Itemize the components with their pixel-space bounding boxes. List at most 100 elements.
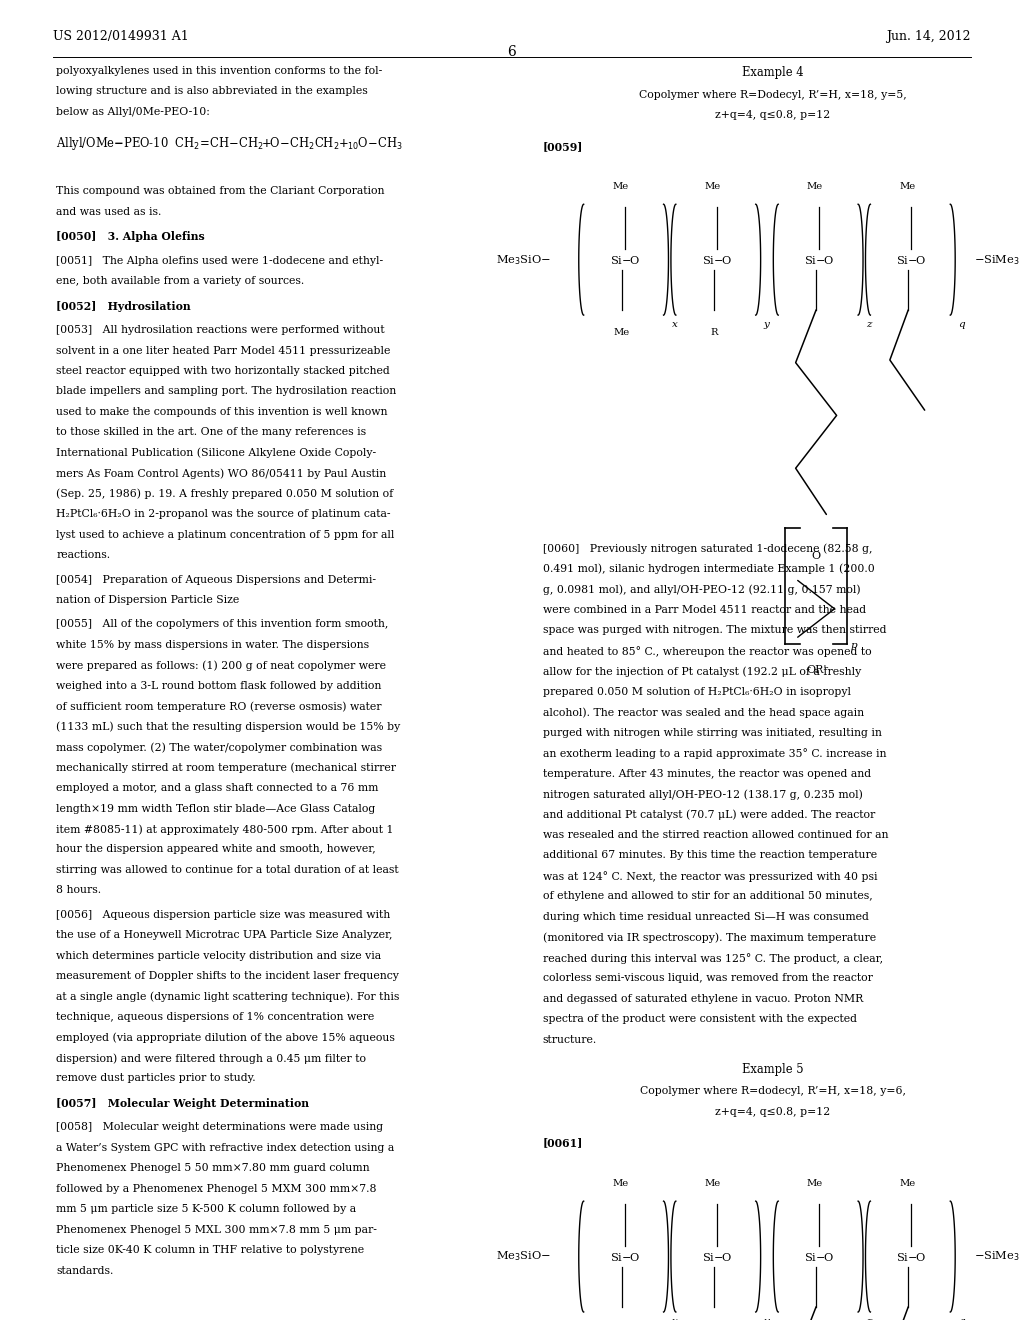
Text: polyoxyalkylenes used in this invention conforms to the fol-: polyoxyalkylenes used in this invention …: [56, 66, 383, 77]
Text: reached during this interval was 125° C. The product, a clear,: reached during this interval was 125° C.…: [543, 953, 883, 964]
Text: which determines particle velocity distribution and size via: which determines particle velocity distr…: [56, 950, 382, 961]
Text: measurement of Doppler shifts to the incident laser frequency: measurement of Doppler shifts to the inc…: [56, 972, 399, 981]
Text: (1133 mL) such that the resulting dispersion would be 15% by: (1133 mL) such that the resulting disper…: [56, 722, 400, 733]
Text: $-$SiMe$_3$: $-$SiMe$_3$: [974, 252, 1020, 267]
Text: x: x: [672, 321, 678, 330]
Text: R: R: [710, 329, 718, 338]
Text: q: q: [958, 321, 965, 330]
Text: structure.: structure.: [543, 1035, 597, 1044]
Text: [0060]   Previously nitrogen saturated 1-dodecene (82.58 g,: [0060] Previously nitrogen saturated 1-d…: [543, 544, 872, 554]
Text: [0056]   Aqueous dispersion particle size was measured with: [0056] Aqueous dispersion particle size …: [56, 909, 390, 920]
Text: purged with nitrogen while stirring was initiated, resulting in: purged with nitrogen while stirring was …: [543, 727, 882, 738]
Text: Me: Me: [807, 182, 823, 191]
Text: [0058]   Molecular weight determinations were made using: [0058] Molecular weight determinations w…: [56, 1122, 383, 1133]
Text: OR': OR': [806, 665, 826, 675]
Text: mass copolymer. (2) The water/copolymer combination was: mass copolymer. (2) The water/copolymer …: [56, 742, 382, 752]
Text: a Water’s System GPC with refractive index detection using a: a Water’s System GPC with refractive ind…: [56, 1143, 394, 1152]
Text: Me$_3$SiO$-$: Me$_3$SiO$-$: [496, 1250, 551, 1263]
Text: [0055]   All of the copolymers of this invention form smooth,: [0055] All of the copolymers of this inv…: [56, 619, 389, 630]
Text: additional 67 minutes. By this time the reaction temperature: additional 67 minutes. By this time the …: [543, 850, 877, 861]
Text: Phenomenex Phenogel 5 MXL 300 mm×7.8 mm 5 μm par-: Phenomenex Phenogel 5 MXL 300 mm×7.8 mm …: [56, 1225, 377, 1234]
Text: lowing structure and is also abbreviated in the examples: lowing structure and is also abbreviated…: [56, 87, 368, 96]
Text: an exotherm leading to a rapid approximate 35° C. increase in: an exotherm leading to a rapid approxima…: [543, 748, 886, 759]
Text: Jun. 14, 2012: Jun. 14, 2012: [886, 30, 971, 44]
Text: q: q: [958, 1317, 965, 1320]
Text: Me: Me: [705, 1179, 721, 1188]
Text: Me: Me: [705, 182, 721, 191]
Text: hour the dispersion appeared white and smooth, however,: hour the dispersion appeared white and s…: [56, 845, 376, 854]
Text: colorless semi-viscous liquid, was removed from the reactor: colorless semi-viscous liquid, was remov…: [543, 973, 872, 983]
Text: the use of a Honeywell Microtrac UPA Particle Size Analyzer,: the use of a Honeywell Microtrac UPA Par…: [56, 931, 393, 940]
Text: x: x: [672, 1317, 678, 1320]
Text: steel reactor equipped with two horizontally stacked pitched: steel reactor equipped with two horizont…: [56, 366, 390, 376]
Text: (monitored via IR spectroscopy). The maximum temperature: (monitored via IR spectroscopy). The max…: [543, 932, 876, 942]
Text: z: z: [866, 321, 871, 330]
Text: and additional Pt catalyst (70.7 μL) were added. The reactor: and additional Pt catalyst (70.7 μL) wer…: [543, 809, 874, 820]
Text: [0050]   3. Alpha Olefins: [0050] 3. Alpha Olefins: [56, 231, 205, 243]
Text: Example 5: Example 5: [742, 1063, 804, 1076]
Text: of ethylene and allowed to stir for an additional 50 minutes,: of ethylene and allowed to stir for an a…: [543, 891, 872, 902]
Text: Si$-\!$O: Si$-\!$O: [701, 253, 732, 265]
Text: Copolymer where R=dodecyl, R’=H, x=18, y=6,: Copolymer where R=dodecyl, R’=H, x=18, y…: [640, 1086, 906, 1097]
Text: reactions.: reactions.: [56, 550, 111, 560]
Text: dispersion) and were filtered through a 0.45 μm filter to: dispersion) and were filtered through a …: [56, 1053, 367, 1064]
Text: Example 4: Example 4: [742, 66, 804, 79]
Text: standards.: standards.: [56, 1266, 114, 1275]
Text: solvent in a one liter heated Parr Model 4511 pressurizeable: solvent in a one liter heated Parr Model…: [56, 346, 391, 355]
Text: followed by a Phenomenex Phenogel 5 MXM 300 mm×7.8: followed by a Phenomenex Phenogel 5 MXM …: [56, 1184, 377, 1193]
Text: Si$-\!$O: Si$-\!$O: [896, 253, 927, 265]
Text: 0.491 mol), silanic hydrogen intermediate Example 1 (200.0: 0.491 mol), silanic hydrogen intermediat…: [543, 564, 874, 574]
Text: Si$-\!$O: Si$-\!$O: [804, 1250, 835, 1262]
Text: used to make the compounds of this invention is well known: used to make the compounds of this inven…: [56, 407, 388, 417]
Text: white 15% by mass dispersions in water. The dispersions: white 15% by mass dispersions in water. …: [56, 640, 370, 649]
Text: [0061]: [0061]: [543, 1138, 583, 1148]
Text: (Sep. 25, 1986) p. 19. A freshly prepared 0.050 M solution of: (Sep. 25, 1986) p. 19. A freshly prepare…: [56, 488, 393, 499]
Text: were combined in a Parr Model 4511 reactor and the head: were combined in a Parr Model 4511 react…: [543, 605, 866, 615]
Text: space was purged with nitrogen. The mixture was then stirred: space was purged with nitrogen. The mixt…: [543, 626, 886, 635]
Text: y: y: [764, 321, 770, 330]
Text: and heated to 85° C., whereupon the reactor was opened to: and heated to 85° C., whereupon the reac…: [543, 645, 871, 656]
Text: employed (via appropriate dilution of the above 15% aqueous: employed (via appropriate dilution of th…: [56, 1032, 395, 1043]
Text: z+q=4, q≤0.8, p=12: z+q=4, q≤0.8, p=12: [716, 1107, 830, 1117]
Text: Si$-\!$O: Si$-\!$O: [609, 1250, 640, 1262]
Text: Me: Me: [899, 182, 915, 191]
Text: item #8085-11) at approximately 480-500 rpm. After about 1: item #8085-11) at approximately 480-500 …: [56, 824, 394, 834]
Text: temperature. After 43 minutes, the reactor was opened and: temperature. After 43 minutes, the react…: [543, 768, 870, 779]
Text: Copolymer where R=Dodecyl, R’=H, x=18, y=5,: Copolymer where R=Dodecyl, R’=H, x=18, y…: [639, 90, 907, 99]
Text: alcohol). The reactor was sealed and the head space again: alcohol). The reactor was sealed and the…: [543, 708, 864, 718]
Text: during which time residual unreacted Si—H was consumed: during which time residual unreacted Si—…: [543, 912, 868, 921]
Text: [0051]   The Alpha olefins used were 1-dodecene and ethyl-: [0051] The Alpha olefins used were 1-dod…: [56, 256, 383, 265]
Text: Me: Me: [899, 1179, 915, 1188]
Text: to those skilled in the art. One of the many references is: to those skilled in the art. One of the …: [56, 428, 367, 437]
Text: and was used as is.: and was used as is.: [56, 207, 162, 216]
Text: Si$-\!$O: Si$-\!$O: [896, 1250, 927, 1262]
Text: [0053]   All hydrosilation reactions were performed without: [0053] All hydrosilation reactions were …: [56, 325, 385, 335]
Text: and degassed of saturated ethylene in vacuo. Proton NMR: and degassed of saturated ethylene in va…: [543, 994, 863, 1003]
Text: g, 0.0981 mol), and allyl/OH-PEO-12 (92.11 g, 0.157 mol): g, 0.0981 mol), and allyl/OH-PEO-12 (92.…: [543, 585, 860, 595]
Text: was resealed and the stirred reaction allowed continued for an: was resealed and the stirred reaction al…: [543, 830, 888, 840]
Text: O: O: [812, 552, 820, 561]
Text: spectra of the product were consistent with the expected: spectra of the product were consistent w…: [543, 1014, 857, 1024]
Text: Me: Me: [807, 1179, 823, 1188]
Text: ticle size 0K-40 K column in THF relative to polystyrene: ticle size 0K-40 K column in THF relativ…: [56, 1245, 365, 1255]
Text: mm 5 μm particle size 5 K-500 K column followed by a: mm 5 μm particle size 5 K-500 K column f…: [56, 1204, 356, 1214]
Text: z+q=4, q≤0.8, p=12: z+q=4, q≤0.8, p=12: [716, 110, 830, 120]
Text: mers As Foam Control Agents) WO 86/05411 by Paul Austin: mers As Foam Control Agents) WO 86/05411…: [56, 469, 387, 479]
Text: nitrogen saturated allyl/OH-PEO-12 (138.17 g, 0.235 mol): nitrogen saturated allyl/OH-PEO-12 (138.…: [543, 789, 862, 800]
Text: Si$-\!$O: Si$-\!$O: [609, 253, 640, 265]
Text: ene, both available from a variety of sources.: ene, both available from a variety of so…: [56, 276, 304, 286]
Text: Si$-\!$O: Si$-\!$O: [804, 253, 835, 265]
Text: Me: Me: [613, 329, 630, 338]
Text: 8 hours.: 8 hours.: [56, 886, 101, 895]
Text: remove dust particles prior to study.: remove dust particles prior to study.: [56, 1073, 256, 1084]
Text: technique, aqueous dispersions of 1% concentration were: technique, aqueous dispersions of 1% con…: [56, 1012, 375, 1022]
Text: stirring was allowed to continue for a total duration of at least: stirring was allowed to continue for a t…: [56, 865, 399, 875]
Text: lyst used to achieve a platinum concentration of 5 ppm for all: lyst used to achieve a platinum concentr…: [56, 529, 394, 540]
Text: Phenomenex Phenogel 5 50 mm×7.80 mm guard column: Phenomenex Phenogel 5 50 mm×7.80 mm guar…: [56, 1163, 370, 1173]
Text: nation of Dispersion Particle Size: nation of Dispersion Particle Size: [56, 595, 240, 605]
Text: Si$-\!$O: Si$-\!$O: [701, 1250, 732, 1262]
Text: H₂PtCl₆·6H₂O in 2-propanol was the source of platinum cata-: H₂PtCl₆·6H₂O in 2-propanol was the sourc…: [56, 510, 391, 519]
Text: 6: 6: [508, 45, 516, 59]
Text: z: z: [866, 1317, 871, 1320]
Text: weighed into a 3-L round bottom flask followed by addition: weighed into a 3-L round bottom flask fo…: [56, 681, 382, 690]
